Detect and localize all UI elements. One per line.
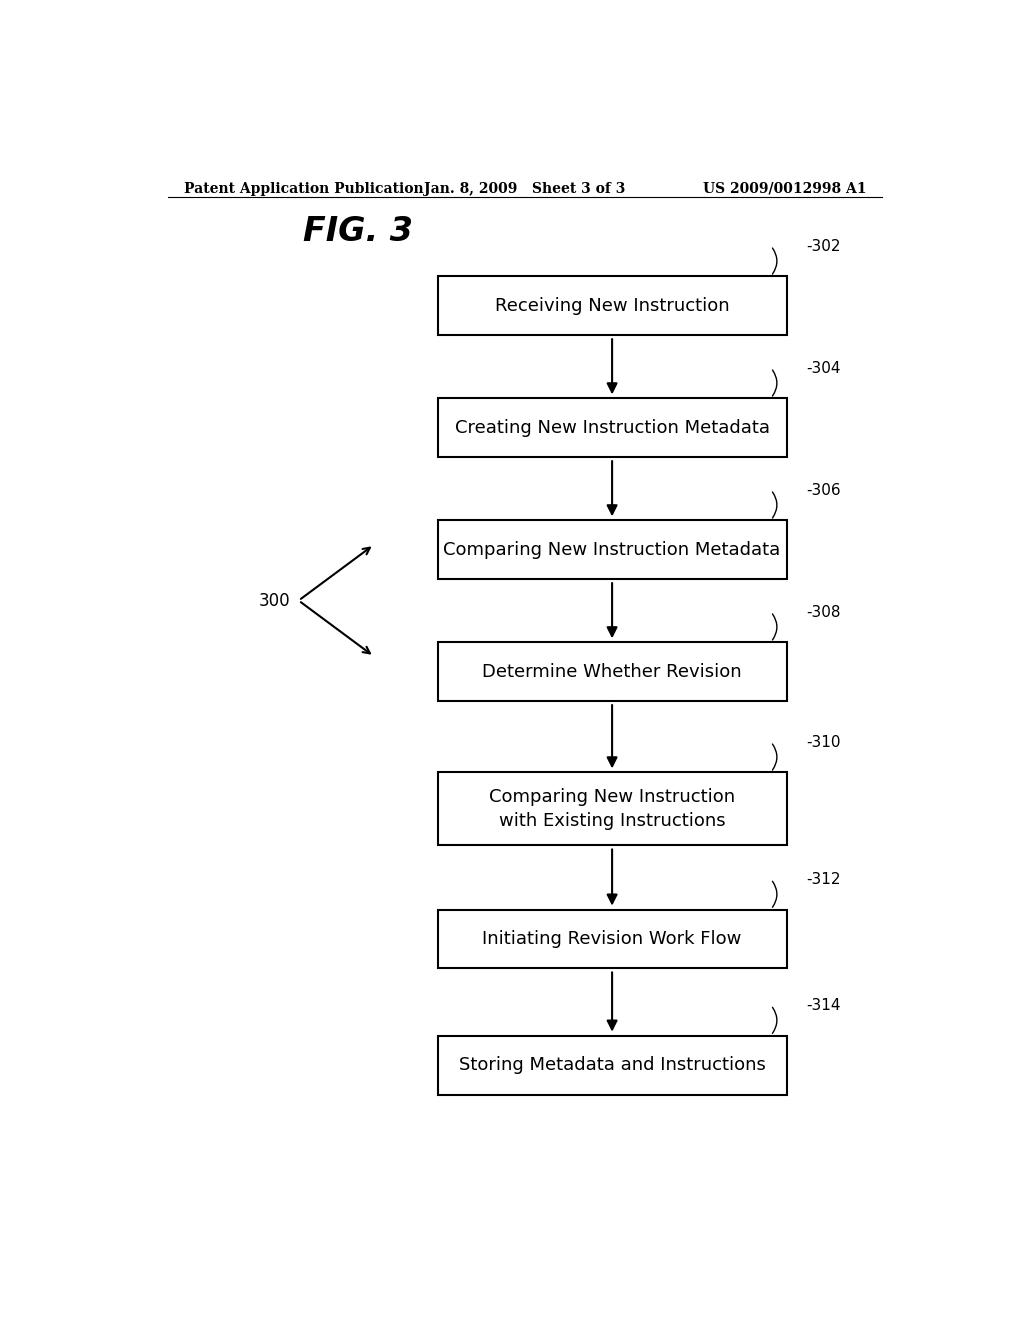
Text: FIG. 3: FIG. 3 — [303, 215, 413, 248]
FancyBboxPatch shape — [437, 399, 786, 457]
Text: -306: -306 — [807, 483, 841, 498]
Text: 300: 300 — [259, 591, 291, 610]
Text: -308: -308 — [807, 605, 841, 620]
Text: Patent Application Publication: Patent Application Publication — [183, 182, 423, 195]
FancyBboxPatch shape — [437, 276, 786, 335]
Text: -302: -302 — [807, 239, 841, 253]
Text: -312: -312 — [807, 873, 841, 887]
Text: Comparing New Instruction Metadata: Comparing New Instruction Metadata — [443, 541, 780, 558]
FancyBboxPatch shape — [437, 643, 786, 701]
FancyBboxPatch shape — [437, 1036, 786, 1094]
Text: Receiving New Instruction: Receiving New Instruction — [495, 297, 729, 314]
FancyBboxPatch shape — [437, 520, 786, 579]
Text: -314: -314 — [807, 998, 841, 1014]
Text: -304: -304 — [807, 360, 841, 376]
Text: Jan. 8, 2009   Sheet 3 of 3: Jan. 8, 2009 Sheet 3 of 3 — [424, 182, 626, 195]
FancyBboxPatch shape — [437, 909, 786, 969]
Text: Initiating Revision Work Flow: Initiating Revision Work Flow — [482, 931, 741, 948]
Text: Comparing New Instruction
with Existing Instructions: Comparing New Instruction with Existing … — [489, 788, 735, 830]
Text: Determine Whether Revision: Determine Whether Revision — [482, 663, 742, 681]
FancyBboxPatch shape — [437, 772, 786, 846]
Text: US 2009/0012998 A1: US 2009/0012998 A1 — [702, 182, 866, 195]
Text: Creating New Instruction Metadata: Creating New Instruction Metadata — [455, 418, 770, 437]
Text: Storing Metadata and Instructions: Storing Metadata and Instructions — [459, 1056, 766, 1074]
Text: -310: -310 — [807, 735, 841, 750]
